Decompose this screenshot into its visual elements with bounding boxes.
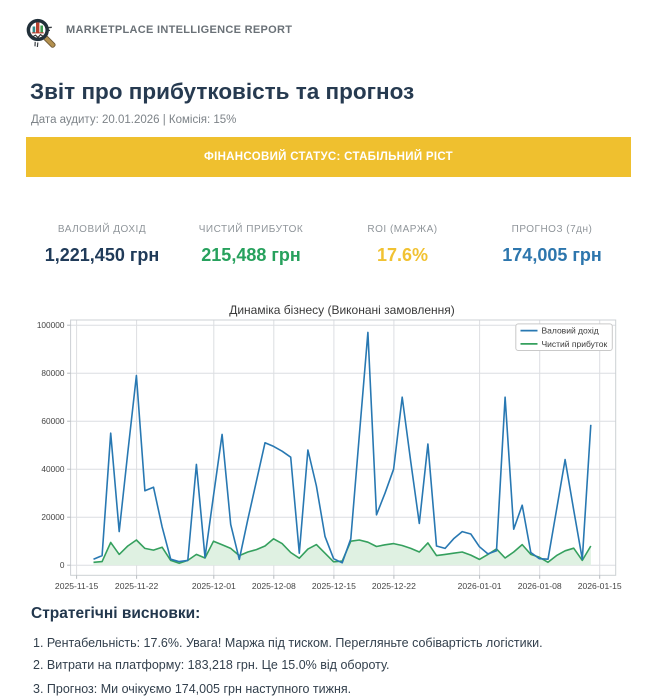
svg-text:80000: 80000 bbox=[41, 368, 64, 378]
svg-text:2025-12-08: 2025-12-08 bbox=[252, 581, 296, 591]
svg-text:Динаміка бізнесу (Виконані зам: Динаміка бізнесу (Виконані замовлення) bbox=[229, 303, 455, 317]
svg-text:Чистий прибуток: Чистий прибуток bbox=[542, 339, 608, 349]
svg-text:2025-12-15: 2025-12-15 bbox=[312, 581, 356, 591]
svg-text:2026-01-15: 2026-01-15 bbox=[578, 581, 622, 591]
svg-text:2025-12-22: 2025-12-22 bbox=[372, 581, 416, 591]
svg-text:40000: 40000 bbox=[41, 464, 64, 474]
svg-text:100000: 100000 bbox=[37, 320, 65, 330]
svg-text:2025-11-15: 2025-11-15 bbox=[55, 581, 99, 591]
svg-text:Валовий дохід: Валовий дохід bbox=[542, 326, 599, 336]
svg-text:2025-11-22: 2025-11-22 bbox=[115, 581, 159, 591]
svg-text:0: 0 bbox=[60, 560, 65, 570]
svg-text:2026-01-01: 2026-01-01 bbox=[458, 581, 502, 591]
svg-text:60000: 60000 bbox=[41, 416, 64, 426]
svg-text:2025-12-01: 2025-12-01 bbox=[192, 581, 236, 591]
svg-text:2026-01-08: 2026-01-08 bbox=[518, 581, 562, 591]
svg-text:20000: 20000 bbox=[41, 512, 64, 522]
